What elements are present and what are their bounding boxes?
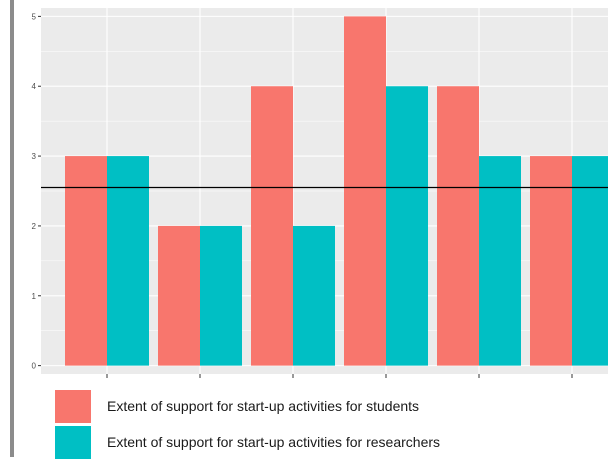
legend: Extent of support for start-up activitie… [55,388,440,460]
legend-label-researchers: Extent of support for start-up activitie… [107,434,441,450]
legend-item-students: Extent of support for start-up activitie… [55,388,440,424]
y-tick-label: 4 [32,82,37,91]
bar-students [251,86,293,366]
bar-chart: 0 1 2 3 4 5 [32,8,608,378]
y-axis: 0 1 2 3 4 5 [32,12,41,371]
legend-swatch-students [55,389,91,423]
window-edge-border [10,0,14,457]
bar-students [158,225,200,366]
bar-students [344,16,386,366]
bars [65,16,608,366]
legend-item-researchers: Extent of support for start-up activitie… [55,424,440,460]
bar-researchers [293,225,335,366]
bar-students [437,86,479,366]
legend-label-students: Extent of support for start-up activitie… [107,398,420,414]
y-tick-label: 3 [32,152,37,161]
y-tick-label: 1 [32,292,37,301]
y-tick-label: 0 [32,362,37,371]
window-edge [0,0,14,457]
bar-researchers [200,225,242,366]
legend-swatch-researchers [55,425,91,459]
bar-researchers [572,156,608,366]
bar-students [530,156,572,366]
bar-researchers [479,156,521,366]
x-axis [106,374,573,378]
y-tick-label: 5 [32,12,37,21]
bar-researchers [107,156,149,366]
bar-students [65,156,107,366]
y-tick-label: 2 [32,222,37,231]
bar-researchers [386,86,428,366]
